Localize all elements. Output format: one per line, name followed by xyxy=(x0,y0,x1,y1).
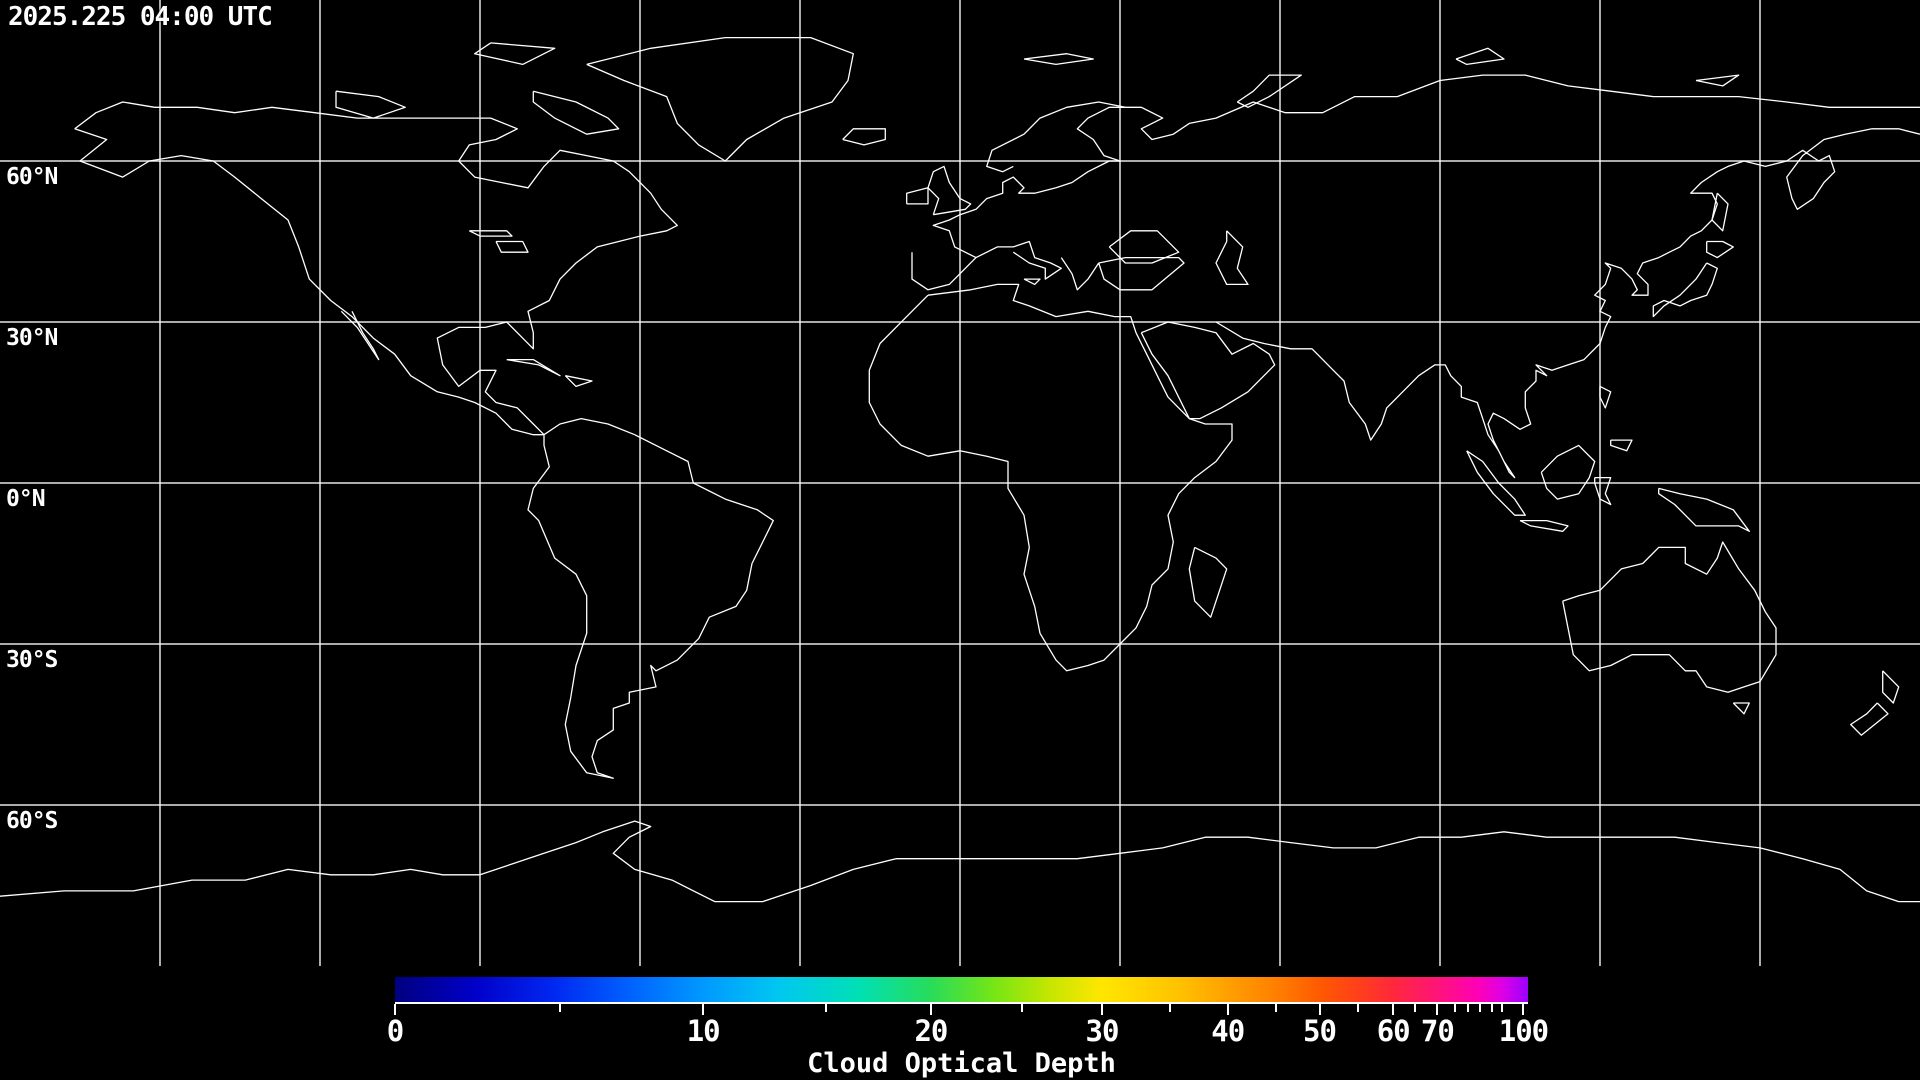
coastline-path xyxy=(1125,74,1920,141)
coastline-path xyxy=(1695,74,1740,87)
colorbar-major-tick xyxy=(1100,1004,1103,1015)
latitude-label: 60°N xyxy=(6,164,58,190)
colorbar-major-tick xyxy=(1318,1004,1321,1015)
coastline-path xyxy=(1188,546,1228,618)
coastline-path xyxy=(1108,230,1180,264)
coastline-path xyxy=(1236,74,1302,108)
coastline-path xyxy=(1658,487,1750,532)
colorbar-minor-tick xyxy=(1413,1004,1416,1012)
colorbar-major-tick xyxy=(1226,1004,1229,1015)
colorbar-minor-tick xyxy=(1500,1004,1503,1012)
colorbar-tick-label: 30 xyxy=(1085,1014,1120,1048)
coastline-path xyxy=(868,283,1233,672)
coastline-path xyxy=(1652,262,1718,318)
coastline-path xyxy=(495,240,529,253)
coastline-path xyxy=(1706,240,1734,259)
colorbar-tick-label: 10 xyxy=(686,1014,721,1048)
coastline-path xyxy=(506,358,561,377)
colorbar-major-tick xyxy=(1392,1004,1395,1015)
colorbar-axis-line xyxy=(395,1002,1528,1004)
coastline-path xyxy=(1732,702,1750,715)
colorbar-tick-label: 60 xyxy=(1376,1014,1411,1048)
colorbar-tick-label: 50 xyxy=(1303,1014,1337,1048)
coastlines xyxy=(0,36,1920,903)
coastline-path xyxy=(340,310,380,361)
colorbar-major-tick xyxy=(929,1004,932,1015)
colorbar-minor-tick xyxy=(1466,1004,1469,1012)
colorbar-minor-tick xyxy=(824,1004,827,1012)
colorbar-tick-label: 40 xyxy=(1211,1014,1245,1048)
coastline-path xyxy=(474,42,556,66)
coastline-path xyxy=(564,375,593,388)
coastline-path xyxy=(927,165,972,216)
colorbar-region: 0 10 20 30 40 50 60 70 100 Cloud Optical Depth xyxy=(0,966,1920,1080)
colorbar-minor-tick xyxy=(1454,1004,1457,1012)
coastline-path xyxy=(1711,192,1729,232)
coastline-path xyxy=(532,90,620,135)
coastline-path xyxy=(1562,541,1777,693)
coastline-path xyxy=(1466,450,1526,516)
coastline-path xyxy=(1850,702,1889,736)
latitude-label: 30°S xyxy=(6,647,58,673)
coastline-path xyxy=(1215,230,1249,286)
colorbar-minor-tick xyxy=(1020,1004,1023,1012)
coastline-path xyxy=(1023,53,1094,66)
coastline-path xyxy=(1215,128,1920,479)
coastline-path xyxy=(469,230,513,237)
colorbar-gradient xyxy=(395,977,1528,1002)
colorbar-major-tick xyxy=(1522,1004,1525,1015)
coastline-path xyxy=(1140,321,1276,420)
graticule-grid xyxy=(0,0,1920,966)
coastline-path xyxy=(1519,519,1569,532)
colorbar-tick-label: 0 xyxy=(386,1014,404,1048)
colorbar-major-tick xyxy=(394,1004,396,1015)
colorbar-minor-tick xyxy=(1168,1004,1171,1012)
coastline-path xyxy=(842,128,886,146)
colorbar-minor-tick xyxy=(1479,1004,1482,1012)
coastline-path xyxy=(586,36,854,162)
latitude-label: 0°N xyxy=(6,486,46,512)
colorbar-major-tick xyxy=(1436,1004,1439,1015)
coastline-path xyxy=(1594,476,1612,506)
coastline-path xyxy=(906,187,929,205)
coastline-path xyxy=(0,820,1920,903)
coastline-path xyxy=(1610,439,1633,452)
colorbar-minor-tick xyxy=(1275,1004,1278,1012)
colorbar-minor-tick xyxy=(1357,1004,1360,1012)
colorbar-tick-label: 70 xyxy=(1420,1014,1455,1048)
coastline-path xyxy=(1882,670,1900,704)
coastline-path xyxy=(1023,278,1041,286)
coastline-path xyxy=(1540,444,1596,500)
coastline-path xyxy=(1060,257,1100,291)
colorbar-major-tick xyxy=(702,1004,705,1015)
coastline-path xyxy=(335,90,406,119)
colorbar-tick-label: 100 xyxy=(1498,1014,1549,1048)
colorbar-tick-label: 20 xyxy=(914,1014,948,1048)
coastline-path xyxy=(975,240,1062,280)
coastline-path xyxy=(1455,47,1505,66)
latitude-label: 60°S xyxy=(6,808,58,834)
coastline-path xyxy=(1599,385,1612,409)
map-overlay-svg xyxy=(0,0,1920,966)
latitude-label: 30°N xyxy=(6,325,58,351)
coastline-path xyxy=(527,417,774,779)
colorbar-minor-tick xyxy=(559,1004,562,1012)
coastline-path xyxy=(74,101,678,436)
timestamp-label: 2025.225 04:00 UTC xyxy=(8,2,273,32)
coastline-path xyxy=(1098,256,1185,291)
coastline-path xyxy=(911,101,1126,291)
colorbar-title: Cloud Optical Depth xyxy=(807,1048,1116,1079)
world-map-region: 60°N 30°N 0°N 30°S 60°S 2025.225 04:00 UTC xyxy=(0,0,1920,966)
colorbar-minor-tick xyxy=(1490,1004,1493,1012)
